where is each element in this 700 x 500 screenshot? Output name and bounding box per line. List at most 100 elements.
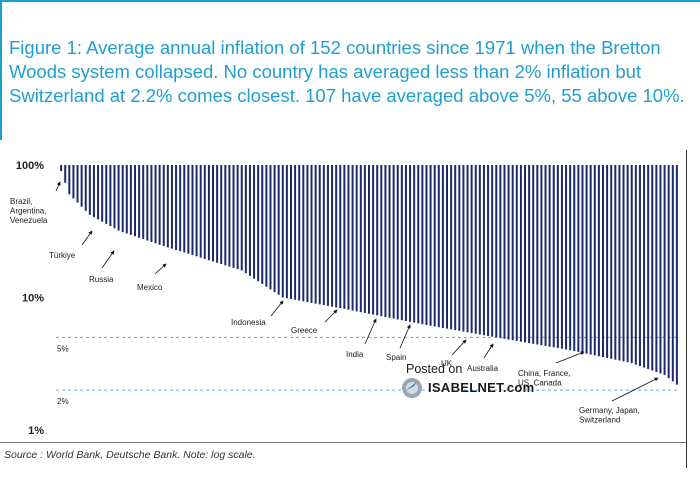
bar	[503, 165, 506, 339]
bar	[565, 165, 568, 350]
bar	[335, 165, 338, 308]
watermark: Posted on ISABELNET.com	[398, 360, 538, 400]
annotation-arrow	[399, 324, 411, 349]
bar	[228, 165, 231, 267]
frame-left-line	[0, 0, 2, 140]
y-tick-label: 1%	[28, 425, 44, 437]
bar	[212, 165, 214, 262]
bar	[548, 165, 551, 347]
bar	[560, 165, 563, 349]
bar	[462, 165, 465, 332]
bar	[363, 165, 366, 313]
bar	[240, 165, 243, 271]
annotation-label: Türkiye	[49, 251, 76, 260]
bar	[203, 165, 206, 259]
annotation-arrow	[555, 351, 585, 364]
bar	[261, 165, 264, 284]
figure-title: Figure 1: Average annual inflation of 15…	[9, 37, 685, 106]
bar	[404, 165, 407, 321]
bar	[421, 165, 424, 325]
bar	[433, 165, 436, 327]
bar	[339, 165, 342, 309]
bar	[655, 165, 658, 373]
y-axis: 100% 10% 1%	[16, 160, 44, 437]
bar	[532, 165, 535, 344]
annotation-arrow	[270, 300, 284, 317]
bar	[610, 165, 613, 359]
bar	[322, 165, 325, 306]
bar	[146, 165, 149, 241]
bar	[244, 165, 247, 274]
bar	[577, 165, 580, 352]
bar	[450, 165, 453, 330]
bar-series	[60, 165, 678, 385]
bar	[331, 165, 334, 307]
bar	[290, 165, 292, 300]
bar	[540, 165, 543, 346]
annotation-arrow	[483, 343, 494, 359]
bar	[626, 165, 629, 363]
bar	[368, 165, 370, 314]
bar	[466, 165, 469, 333]
annotation-arrow	[81, 230, 93, 246]
bar	[651, 165, 654, 371]
bar	[257, 165, 260, 282]
bar	[536, 165, 539, 345]
source-note: Source : World Bank, Deutsche Bank. Note…	[4, 449, 256, 461]
bar	[343, 165, 346, 309]
bar	[142, 165, 145, 240]
bar	[310, 165, 313, 303]
bar	[396, 165, 399, 320]
bar	[162, 165, 165, 247]
bar	[294, 165, 297, 300]
bar	[347, 165, 350, 310]
bar	[511, 165, 514, 341]
bar	[80, 165, 83, 207]
bar	[470, 165, 473, 334]
bar	[675, 165, 678, 385]
bar	[606, 165, 609, 358]
annotation-label: Germany, Japan, Switzerland	[579, 406, 640, 425]
bar	[187, 165, 190, 254]
right-rule	[686, 150, 687, 468]
bar	[121, 165, 124, 232]
bar	[446, 165, 448, 329]
bar	[199, 165, 202, 258]
annotation-arrow	[324, 309, 338, 323]
bar	[528, 165, 531, 344]
annotation-arrow	[451, 339, 467, 356]
bar	[125, 165, 128, 234]
bar	[630, 165, 633, 364]
bar	[232, 165, 235, 268]
bar	[68, 165, 71, 195]
bar	[183, 165, 186, 253]
annotation-label: Mexico	[137, 283, 163, 292]
annotation-label: UK	[441, 359, 453, 368]
bar	[585, 165, 588, 354]
bar	[277, 165, 280, 295]
bar	[589, 165, 592, 355]
bar	[638, 165, 641, 367]
bar	[60, 165, 63, 172]
annotation-arrow	[154, 263, 167, 275]
bar	[158, 165, 161, 245]
bar	[384, 165, 387, 317]
bar	[281, 165, 284, 298]
bar	[166, 165, 169, 248]
bar	[552, 165, 555, 348]
bar	[659, 165, 662, 374]
bar	[478, 165, 481, 335]
bar	[154, 165, 157, 244]
bar	[413, 165, 416, 323]
annotation-label: Brazil, Argentina, Venezuela	[10, 197, 48, 225]
annotation-arrow	[611, 377, 659, 402]
bar	[129, 165, 132, 235]
bottom-rule	[0, 442, 686, 443]
bar	[359, 165, 362, 313]
bar	[170, 165, 173, 249]
bar	[454, 165, 457, 331]
bar	[64, 165, 67, 183]
bar	[474, 165, 477, 334]
bar	[482, 165, 485, 336]
